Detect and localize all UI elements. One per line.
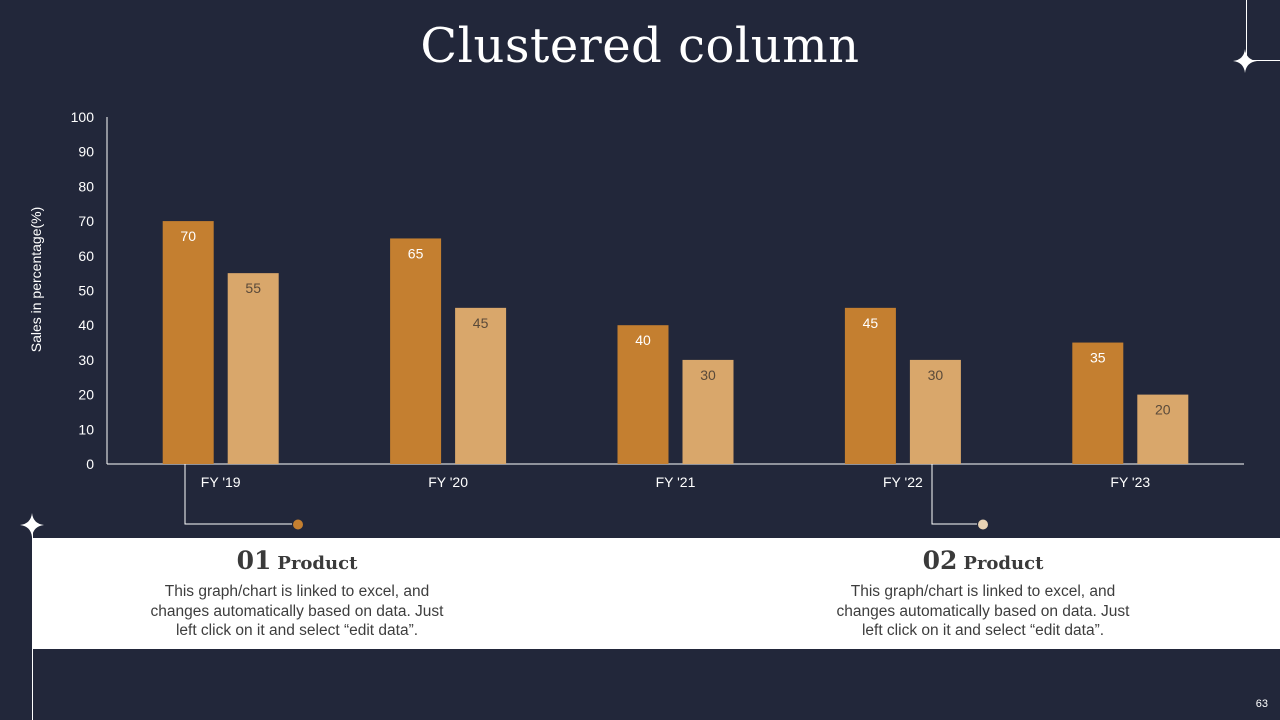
y-tick-label: 70 bbox=[78, 213, 94, 229]
connector-dot bbox=[978, 519, 988, 530]
bar bbox=[682, 359, 734, 464]
left-vertical-line bbox=[32, 525, 33, 720]
bar bbox=[227, 273, 279, 464]
bar bbox=[390, 238, 442, 464]
y-tick-label: 50 bbox=[78, 283, 94, 299]
bar-data-label: 30 bbox=[700, 367, 716, 383]
card-number: 01 bbox=[236, 546, 272, 575]
bar-data-label: 45 bbox=[863, 315, 879, 331]
clustered-column-chart: 0 10 20 30 40 50 60 70 80 90 100 Sales in percentag… bbox=[28, 109, 1244, 530]
x-tick-label: FY '20 bbox=[428, 474, 468, 490]
card-description-line: changes automatically based on data. Jus… bbox=[150, 602, 444, 620]
sparkle-icon-top-right bbox=[1233, 49, 1257, 73]
bar-data-label: 20 bbox=[1155, 402, 1171, 418]
y-tick-label: 40 bbox=[78, 317, 94, 333]
card-description: This graph/chart is linked to excel, and… bbox=[132, 582, 462, 641]
bar bbox=[1137, 394, 1189, 464]
connector-line bbox=[184, 464, 292, 525]
bar bbox=[844, 307, 896, 464]
y-tick-label: 30 bbox=[78, 352, 94, 368]
bar-data-label: 35 bbox=[1090, 350, 1106, 366]
y-tick-label: 90 bbox=[78, 144, 94, 160]
description-band bbox=[33, 538, 1280, 649]
card-label: Product bbox=[277, 553, 358, 574]
x-tick-label: FY '22 bbox=[883, 474, 923, 490]
bar bbox=[162, 221, 214, 464]
card-description-line: changes automatically based on data. Jus… bbox=[836, 602, 1130, 620]
x-tick-label: FY '19 bbox=[201, 474, 241, 490]
y-axis-title: Sales in percentage(%) bbox=[28, 207, 44, 353]
card-description-line: left click on it and select “edit data”. bbox=[175, 622, 419, 639]
top-right-horizontal-line bbox=[1246, 60, 1280, 61]
card-label: Product bbox=[963, 553, 1044, 574]
bar bbox=[1072, 342, 1124, 464]
bar bbox=[455, 307, 507, 464]
bar-data-label: 65 bbox=[408, 245, 424, 261]
y-tick-label: 80 bbox=[78, 178, 94, 194]
bar-data-label: 30 bbox=[928, 367, 944, 383]
bar-data-label: 45 bbox=[473, 315, 489, 331]
card-heading: 02 Product bbox=[818, 545, 1148, 580]
top-right-vertical-line bbox=[1246, 0, 1247, 60]
sparkle-icon-left bbox=[20, 513, 44, 537]
card-number: 02 bbox=[922, 546, 958, 575]
bar-data-label: 70 bbox=[180, 228, 196, 244]
bar-data-label: 40 bbox=[635, 332, 651, 348]
page-number: 63 bbox=[1255, 698, 1268, 710]
card-description-line: left click on it and select “edit data”. bbox=[861, 622, 1105, 639]
card-description-line: This graph/chart is linked to excel, and bbox=[850, 583, 1116, 600]
bar bbox=[909, 359, 961, 464]
x-tick-label: FY '21 bbox=[656, 474, 696, 490]
y-tick-label: 0 bbox=[86, 456, 94, 472]
y-tick-label: 100 bbox=[71, 109, 95, 125]
y-tick-label: 10 bbox=[78, 421, 94, 437]
connector-line bbox=[931, 464, 977, 525]
product-card-1: 01 Product This graph/chart is linked to … bbox=[132, 545, 462, 641]
x-tick-label: FY '23 bbox=[1110, 474, 1150, 490]
bar bbox=[617, 325, 669, 464]
y-tick-label: 20 bbox=[78, 387, 94, 403]
card-description: This graph/chart is linked to excel, and… bbox=[818, 582, 1148, 641]
slide-title: Clustered column bbox=[420, 18, 860, 74]
connector-dot bbox=[293, 519, 303, 530]
bar-data-label: 55 bbox=[245, 280, 261, 296]
y-tick-label: 60 bbox=[78, 248, 94, 264]
card-description-line: This graph/chart is linked to excel, and bbox=[164, 583, 430, 600]
card-heading: 01 Product bbox=[132, 545, 462, 580]
product-card-2: 02 Product This graph/chart is linked to … bbox=[818, 545, 1148, 641]
